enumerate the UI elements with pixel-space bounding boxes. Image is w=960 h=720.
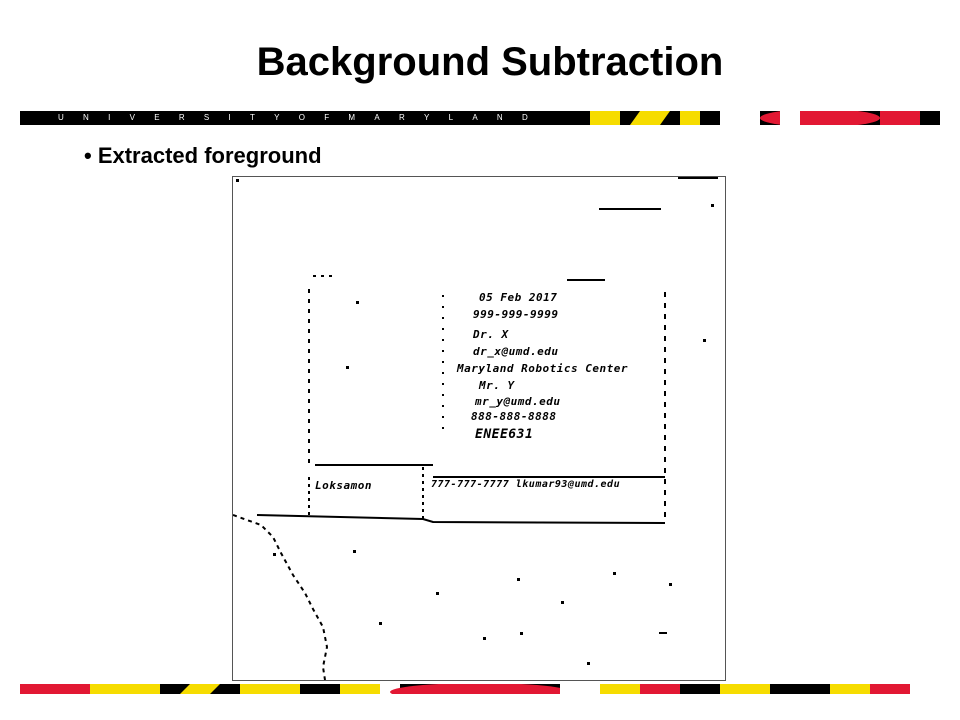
handwritten-line-mr-y: Mr. Y [479, 379, 515, 392]
handwritten-line-course: ENEE631 [475, 427, 534, 442]
handwritten-line-phone-2: 888-888-8888 [471, 410, 557, 423]
handwritten-line-date: 05 Feb 2017 [479, 291, 558, 304]
extracted-foreground-image: 05 Feb 2017 999-999-9999 Dr. X dr_x@umd.… [232, 176, 726, 681]
umd-banner-top [20, 111, 940, 125]
maryland-flag-strip [590, 111, 940, 125]
umd-banner-bottom [20, 684, 942, 694]
maryland-flag-strip-bottom [20, 684, 942, 694]
handwritten-line-email-y: mr_y@umd.edu [475, 395, 561, 408]
handwritten-line-dr-x: Dr. X [473, 328, 509, 341]
handwritten-line-phone: 999-999-9999 [473, 308, 559, 321]
slide-title: Background Subtraction [256, 40, 724, 84]
handwritten-line-email-x: dr_x@umd.edu [473, 345, 559, 358]
handwritten-line-org: Maryland Robotics Center [457, 362, 628, 375]
handwritten-row-contact: 777-777-7777 lkumar93@umd.edu [431, 479, 621, 490]
handwritten-row-name: Loksamon [315, 479, 372, 492]
foreground-mask-drawing [233, 177, 718, 680]
bullet-extracted-foreground: • Extracted foreground [84, 143, 322, 168]
